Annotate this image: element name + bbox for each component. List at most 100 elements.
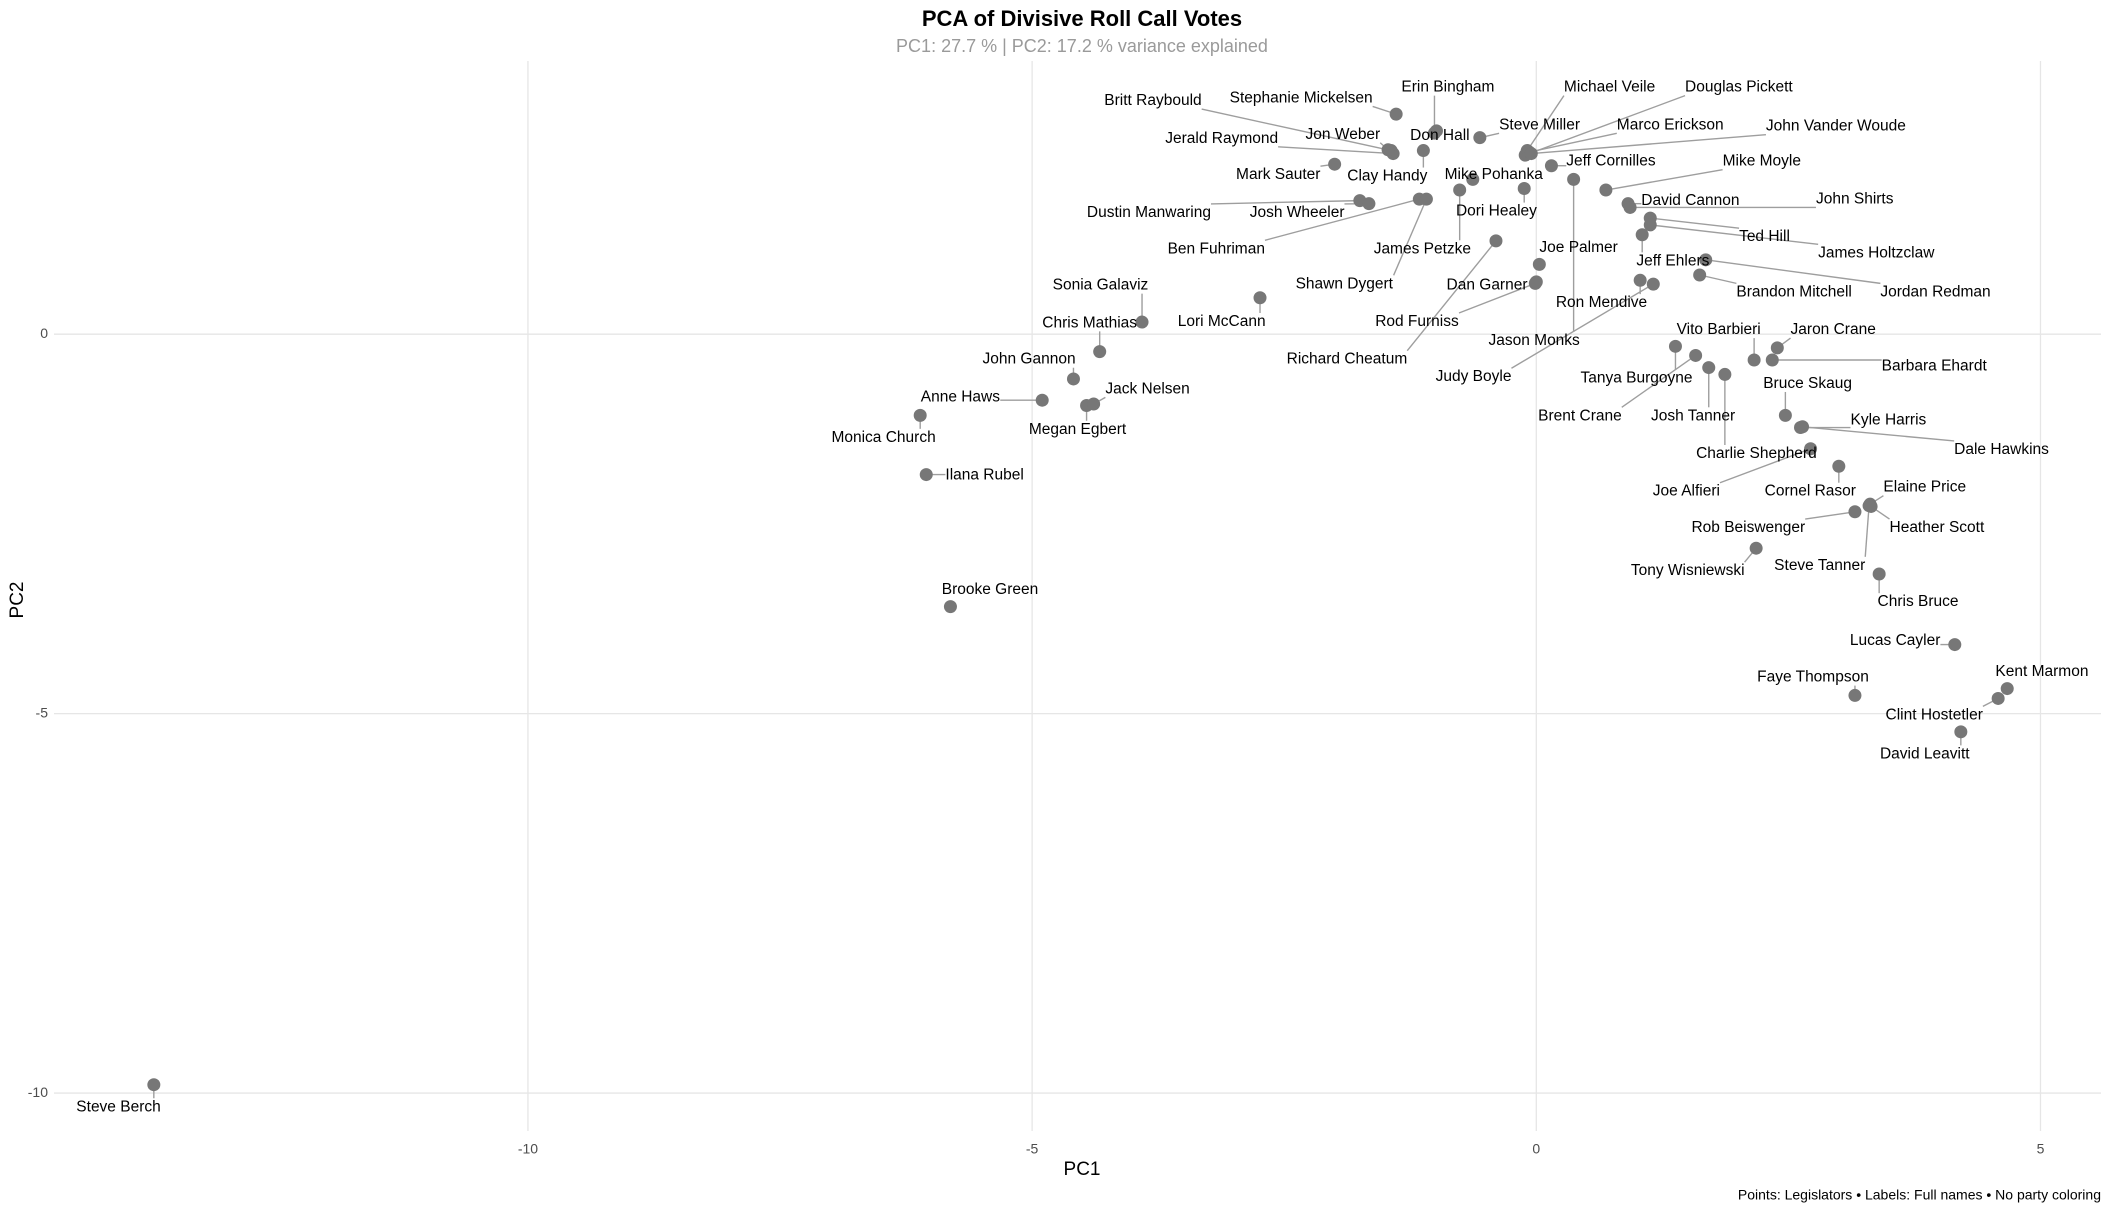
point-label: Jordan Redman [1880, 283, 1990, 300]
point-label: Shawn Dygert [1296, 275, 1394, 292]
point [1778, 408, 1792, 422]
point-label: Jeff Ehlers [1636, 252, 1709, 269]
point-label: John Gannon [983, 351, 1076, 368]
point [1517, 181, 1531, 195]
x-tick-label: 5 [2037, 1141, 2045, 1157]
point-label: Jeff Cornilles [1566, 153, 1656, 170]
point-label: Josh Tanner [1651, 407, 1735, 424]
point-label: John Shirts [1816, 190, 1894, 207]
point-label: Brent Crane [1538, 407, 1622, 424]
label-connector [1705, 259, 1881, 285]
point-label: Dustin Manwaring [1087, 204, 1211, 221]
point [1954, 725, 1968, 739]
point [1804, 442, 1818, 456]
label-connector [1264, 198, 1420, 241]
label-connector [1719, 448, 1811, 484]
point-label: Rob Beiswenger [1691, 519, 1805, 536]
point-label: Ben Fuhriman [1168, 240, 1265, 257]
chart-subtitle: PC1: 27.7 % | PC2: 17.2 % variance expla… [896, 36, 1268, 56]
point-label: Heather Scott [1890, 519, 1985, 536]
label-connector [1864, 505, 1870, 557]
point-label: Ilana Rubel [945, 467, 1023, 484]
point [1832, 459, 1846, 473]
point [1862, 499, 1876, 513]
label-connector [1650, 224, 1819, 246]
point-label: John Vander Woude [1766, 118, 1906, 135]
point-label: Jon Weber [1306, 126, 1381, 143]
y-tick-label: -10 [28, 1084, 48, 1100]
point [1328, 157, 1342, 171]
point [1693, 268, 1707, 282]
point-label: Bruce Skaug [1763, 375, 1852, 392]
point [1135, 315, 1149, 329]
label-connector [1802, 426, 1955, 442]
point [1087, 397, 1101, 411]
point [1489, 234, 1503, 248]
point-label: Jack Nelsen [1105, 380, 1189, 397]
point [1948, 638, 1962, 652]
point [1765, 353, 1779, 367]
point [1643, 218, 1657, 232]
point-label: Steve Tanner [1774, 557, 1865, 574]
label-connector [1805, 511, 1856, 520]
point-label: Lucas Cayler [1850, 632, 1940, 649]
point [1466, 172, 1480, 186]
grid [54, 61, 2101, 1131]
label-connector [1406, 240, 1497, 352]
point [1699, 253, 1713, 267]
point-label: Ted Hill [1739, 228, 1790, 245]
point [1093, 345, 1107, 359]
label-connector [1529, 132, 1617, 153]
point-label: Stephanie Mickelsen [1230, 89, 1373, 106]
point-label: Clint Hostetler [1886, 706, 1983, 723]
point [1429, 124, 1443, 138]
point-label: Mark Sauter [1236, 166, 1320, 183]
point [1362, 197, 1376, 211]
label-connector [1605, 169, 1723, 191]
label-connector [1210, 199, 1360, 205]
point-label: Britt Raybould [1104, 92, 1201, 109]
point [1623, 200, 1637, 214]
x-tick-label: 0 [1532, 1141, 1540, 1157]
point-label: Kent Marmon [1995, 663, 2088, 680]
x-tick-label: -5 [1026, 1141, 1039, 1157]
point [2000, 682, 2014, 696]
point [1747, 353, 1761, 367]
point-labels: Steve Berch Brooke Green Ilana Rubel Monica… [76, 79, 2088, 1116]
point-label: Mike Moyle [1723, 153, 1801, 170]
point [1419, 192, 1433, 206]
point [1567, 172, 1581, 186]
point-label: Josh Wheeler [1250, 204, 1345, 221]
point-label: Megan Egbert [1029, 421, 1127, 438]
point [1848, 688, 1862, 702]
point-label: Charlie Shepherd [1696, 445, 1817, 462]
point-label: Steve Miller [1499, 116, 1580, 133]
point-label: Steve Berch [76, 1098, 160, 1115]
point-label: Monica Church [831, 429, 935, 446]
point-label: Jaron Crane [1791, 321, 1876, 338]
point-label: Erin Bingham [1401, 79, 1494, 96]
label-connector [1392, 198, 1428, 276]
point-label: Mike Pohanka [1445, 166, 1544, 183]
point-label: Joe Palmer [1539, 239, 1617, 256]
point [1035, 393, 1049, 407]
x-axis-label: PC1 [1064, 1159, 1101, 1180]
point [1633, 273, 1647, 287]
point-label: James Petzke [1374, 240, 1471, 257]
point-label: Jerald Raymond [1165, 130, 1278, 147]
point [1599, 183, 1613, 197]
point [1524, 147, 1538, 161]
point-label: David Leavitt [1880, 745, 1970, 762]
point [1544, 159, 1558, 173]
point [1689, 348, 1703, 362]
chart-title: PCA of Divisive Roll Call Votes [922, 6, 1242, 31]
point [1416, 144, 1430, 158]
point-label: Tony Wisniewski [1631, 562, 1745, 579]
point [943, 600, 957, 614]
label-connector [1526, 95, 1565, 151]
point-label: Kyle Harris [1851, 411, 1927, 428]
connectors [153, 94, 1999, 1099]
point-label: Chris Bruce [1878, 593, 1959, 610]
